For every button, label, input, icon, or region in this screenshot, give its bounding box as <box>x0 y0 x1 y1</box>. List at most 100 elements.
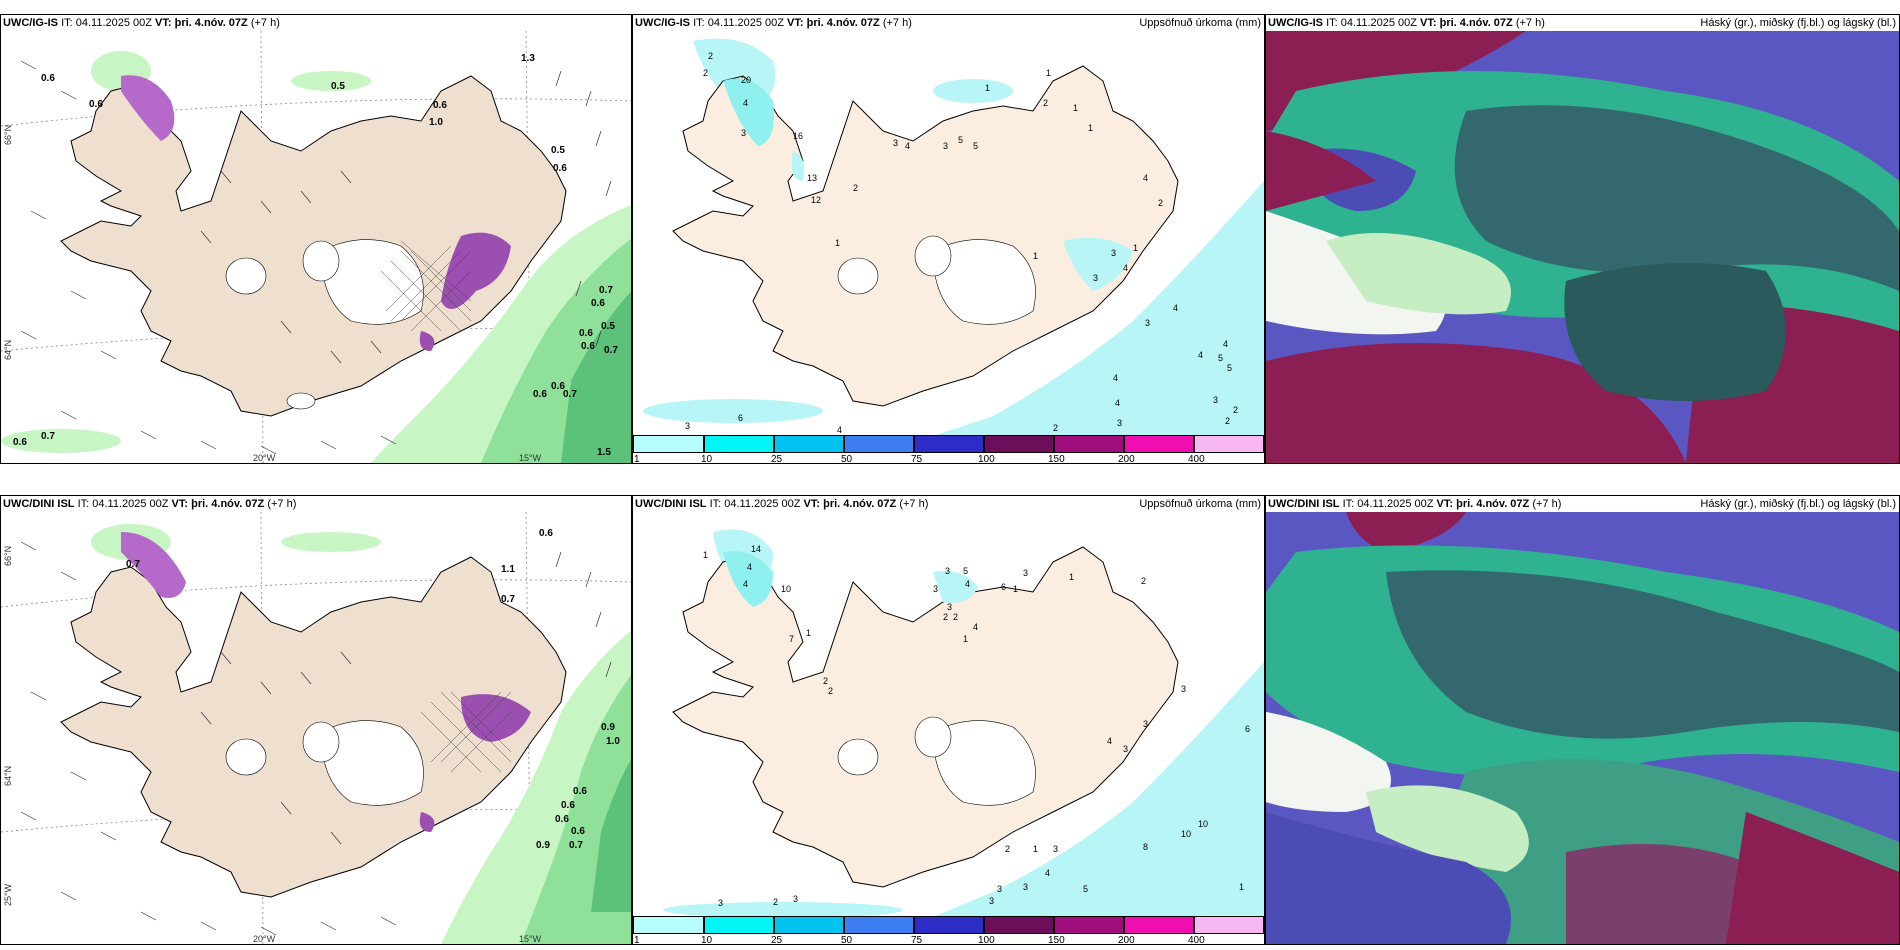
wind-label: 0.5 <box>551 145 565 156</box>
wind-panel-top: UWC/IG-IS IT: 04.11.2025 00Z VT: þri. 4.… <box>0 14 632 464</box>
wind-label: 0.7 <box>126 559 140 570</box>
precip-panel-top: UWC/IG-IS IT: 04.11.2025 00Z VT: þri. 4.… <box>632 14 1265 464</box>
legend-label: 10 <box>701 454 713 464</box>
wind-label: 0.9 <box>601 722 615 733</box>
precip-label: 3 <box>945 566 950 576</box>
panel-title: UWC/DINI ISL IT: 04.11.2025 00Z VT: þri.… <box>635 498 929 510</box>
precip-label: 14 <box>751 544 761 554</box>
precip-label: 1 <box>985 83 990 93</box>
precip-label: 5 <box>1218 353 1223 363</box>
precip-label: 12 <box>811 195 821 205</box>
legend-label: 400 <box>1188 454 1205 464</box>
precip-label: 3 <box>1111 248 1116 258</box>
precip-label: 3 <box>943 141 948 151</box>
legend-swatch <box>914 435 984 453</box>
lat-label: 66°N <box>3 545 13 566</box>
precip-label: 5 <box>958 135 963 145</box>
wind-label: 0.6 <box>551 381 565 392</box>
precip-label: 1 <box>1033 251 1038 261</box>
precip-label: 3 <box>741 128 746 138</box>
precip-label: 4 <box>1123 263 1128 273</box>
panel-title: UWC/IG-IS IT: 04.11.2025 00Z VT: þri. 4.… <box>1268 17 1545 29</box>
precip-label: 2 <box>823 676 828 686</box>
precip-label: 4 <box>1045 868 1050 878</box>
precip-label: 4 <box>965 579 970 589</box>
precip-label: 1 <box>1133 243 1138 253</box>
precip-label: 4 <box>1198 350 1203 360</box>
precip-label: 4 <box>1143 173 1148 183</box>
precip-label: 1 <box>1046 68 1051 78</box>
wind-label: 0.6 <box>41 73 55 84</box>
precip-label: 1 <box>1033 844 1038 854</box>
legend-label: 10 <box>701 935 713 945</box>
precip-label: 2 <box>953 612 958 622</box>
wind-label: 0.6 <box>561 800 575 811</box>
precip-label: 2 <box>853 183 858 193</box>
precip-label: 1 <box>1239 882 1244 892</box>
legend-swatch <box>704 435 774 453</box>
precip-label: 4 <box>1173 303 1178 313</box>
legend-label: 75 <box>911 935 923 945</box>
legend-label: 1 <box>634 935 640 945</box>
wind-label: 0.6 <box>555 814 569 825</box>
precip-label: 1 <box>835 238 840 248</box>
wind-map: 0.6 0.5 0.6 1.0 0.6 0.7 0.6 0.5 0.6 0.7 … <box>1 31 631 463</box>
wind-label: 0.6 <box>571 826 585 837</box>
precip-label: 3 <box>1181 684 1186 694</box>
legend-label: 200 <box>1118 935 1135 945</box>
precip-label: 4 <box>905 141 910 151</box>
legend-swatch <box>844 435 914 453</box>
panel-title: UWC/DINI ISL IT: 04.11.2025 00Z VT: þri.… <box>1268 498 1562 510</box>
legend-swatch <box>984 435 1054 453</box>
precip-label: 3 <box>947 602 952 612</box>
legend-label: 25 <box>771 454 783 464</box>
cloud-title: Háský (gr.), miðský (fj.bl.) og lágský (… <box>1700 498 1896 510</box>
legend-swatch <box>633 916 704 934</box>
precip-label: 10 <box>781 584 791 594</box>
precip-label: 1 <box>1088 123 1093 133</box>
precip-title: Uppsöfnuð úrkoma (mm) <box>1139 17 1261 29</box>
precip-label: 3 <box>1213 395 1218 405</box>
precip-label: 2 <box>1225 416 1230 426</box>
precip-label: 4 <box>747 562 752 572</box>
precip-label: 7 <box>789 634 794 644</box>
precip-label: 20 <box>741 75 751 85</box>
precip-label: 4 <box>743 579 748 589</box>
wind-map: 0.6 0.7 0.9 1.0 0.6 0.6 0.6 0.6 0.7 0.9 … <box>1 512 631 944</box>
precip-label: 3 <box>1117 418 1122 428</box>
precip-label: 3 <box>1023 568 1028 578</box>
precip-label: 1 <box>1073 103 1078 113</box>
precip-label: 2 <box>1141 576 1146 586</box>
precip-label: 1 <box>963 634 968 644</box>
wind-label: 1.5 <box>597 447 611 458</box>
wind-panel-bottom: UWC/DINI ISL IT: 04.11.2025 00Z VT: þri.… <box>0 495 632 945</box>
cloud-panel-bottom: UWC/DINI ISL IT: 04.11.2025 00Z VT: þri.… <box>1265 495 1900 945</box>
wind-label: 1.1 <box>501 564 515 575</box>
legend-label: 50 <box>841 454 853 464</box>
precip-label: 5 <box>1227 363 1232 373</box>
legend-label: 25 <box>771 935 783 945</box>
precip-label: 1 <box>1013 584 1018 594</box>
precip-label: 1 <box>1069 572 1074 582</box>
precip-label: 3 <box>933 584 938 594</box>
lon-label: 20°W <box>253 453 276 463</box>
precip-label: 2 <box>703 68 708 78</box>
wind-label: 0.9 <box>536 840 550 851</box>
wind-label: 0.6 <box>573 786 587 797</box>
legend-label: 50 <box>841 935 853 945</box>
cloud-map <box>1266 31 1899 463</box>
precip-label: 2 <box>943 612 948 622</box>
wind-label: 0.6 <box>89 99 103 110</box>
precip-legend: 1 10 25 50 75 100 150 200 400 <box>633 916 1264 944</box>
precip-label: 2 <box>1158 198 1163 208</box>
wind-label: 0.7 <box>501 594 515 605</box>
legend-label: 150 <box>1048 935 1065 945</box>
legend-swatch <box>774 435 844 453</box>
lat-label: 25°W <box>3 883 13 906</box>
wind-label: 0.7 <box>563 389 577 400</box>
wind-label: 1.0 <box>606 736 620 747</box>
wind-label: 0.6 <box>13 437 27 448</box>
wind-label: 0.6 <box>533 389 547 400</box>
wind-label: 0.7 <box>604 345 618 356</box>
